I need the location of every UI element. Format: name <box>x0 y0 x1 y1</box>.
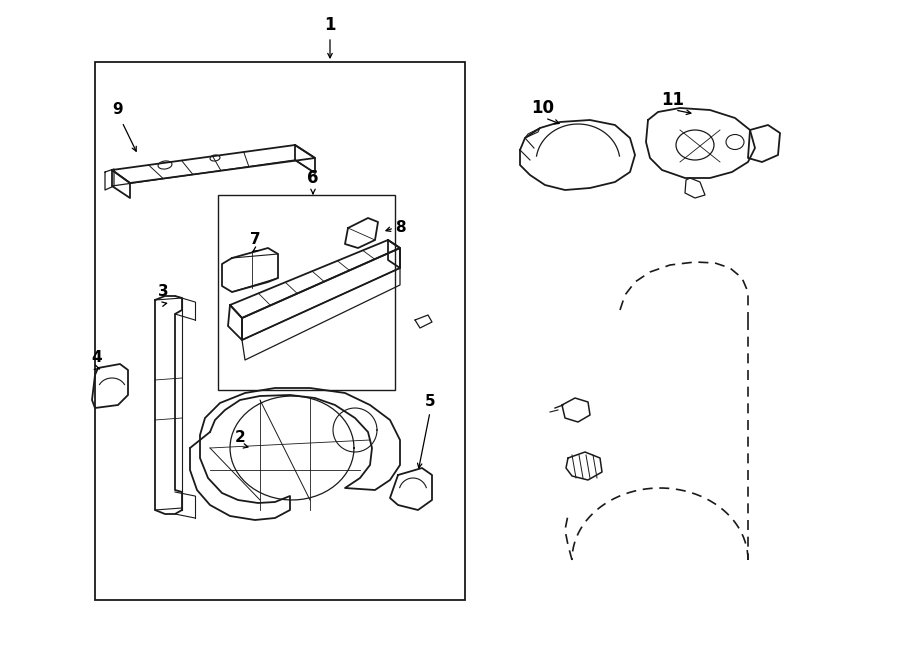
Bar <box>95 62 465 600</box>
Text: 5: 5 <box>425 395 436 410</box>
Bar <box>218 195 395 390</box>
Text: 3: 3 <box>158 284 168 299</box>
Text: 1: 1 <box>324 16 336 34</box>
Text: 10: 10 <box>532 99 554 117</box>
Text: 4: 4 <box>92 350 103 366</box>
Text: 9: 9 <box>112 102 123 118</box>
Text: 6: 6 <box>307 169 319 187</box>
Text: 7: 7 <box>249 233 260 247</box>
Text: 8: 8 <box>395 221 405 235</box>
Text: 2: 2 <box>235 430 246 446</box>
Text: 11: 11 <box>662 91 685 109</box>
